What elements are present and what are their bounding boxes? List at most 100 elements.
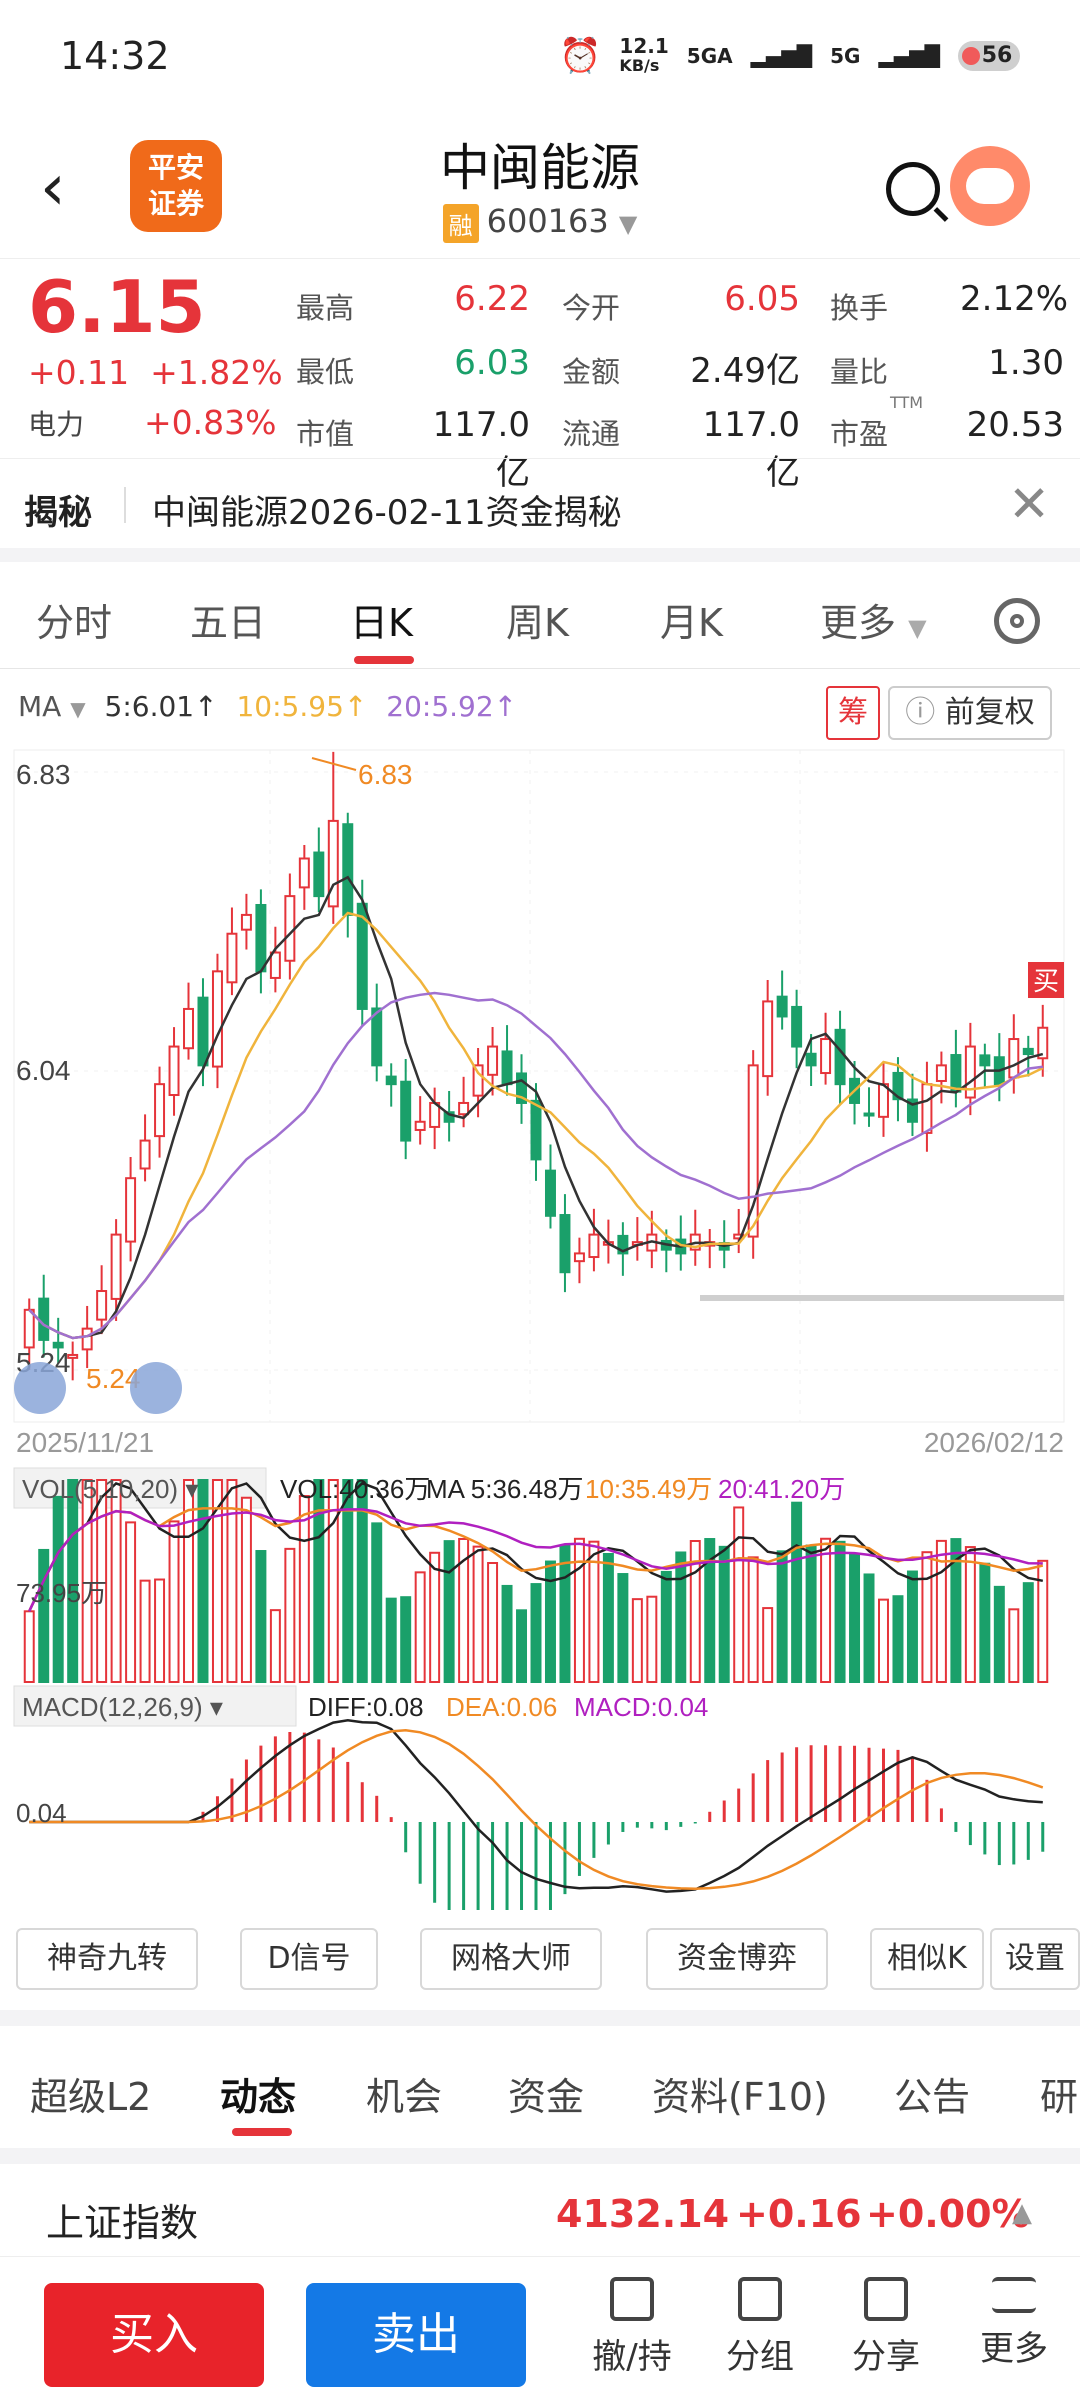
candle-body	[385, 1075, 397, 1086]
volume-bar	[501, 1584, 513, 1684]
tab-intraday[interactable]: 分时	[36, 601, 113, 645]
undo-icon	[610, 2277, 654, 2321]
candle-body	[979, 1054, 991, 1067]
volume-bar	[660, 1570, 672, 1684]
candle-body	[1008, 1038, 1020, 1079]
ma10-line	[28, 911, 1044, 1340]
volume-bar	[704, 1538, 716, 1684]
candle-body	[284, 895, 296, 962]
quote-value: 6.22	[454, 279, 530, 319]
volume-bar	[631, 1598, 643, 1684]
volume-bar	[820, 1537, 832, 1683]
tab-monthly-k[interactable]: 月K	[660, 601, 723, 645]
search-icon[interactable]	[886, 162, 940, 216]
vol-legend-vol: VOL:40.36万	[280, 1474, 430, 1504]
tab-opportunity[interactable]: 机会	[366, 2075, 443, 2119]
grid-master-button[interactable]: 网格大师	[420, 1928, 602, 1990]
volume-bar	[400, 1596, 412, 1684]
volume-bar	[487, 1562, 499, 1684]
status-time: 14:32	[60, 34, 170, 78]
quote-label: 今开	[562, 291, 621, 325]
vol-axis-label: 73.95万	[16, 1578, 107, 1608]
tab-funds[interactable]: 资金	[508, 2075, 585, 2119]
index-bar[interactable]: 上证指数 4132.14 +0.16 +0.00% ▲	[0, 2148, 1080, 2270]
volume-bar	[718, 1545, 730, 1683]
ma-legend[interactable]: MA ▼ 5:6.01↑ 10:5.95↑ 20:5.92↑	[18, 690, 518, 723]
cancel-hold-button[interactable]: 撤/持	[582, 2277, 682, 2378]
gear-icon[interactable]	[994, 598, 1040, 644]
price-axis-high: 6.83	[16, 759, 71, 790]
sell-button[interactable]: 卖出	[306, 2283, 526, 2387]
kline-chart[interactable]: 6.836.045.246.835.24买2025/11/212026/02/1…	[0, 740, 1080, 1910]
caret-up-icon[interactable]: ▲	[1012, 2198, 1032, 2228]
close-icon[interactable]: ✕	[1008, 475, 1050, 533]
tab-more[interactable]: 更多 ▼	[820, 601, 927, 645]
candle-body	[617, 1234, 629, 1255]
tab-daily-k[interactable]: 日K	[350, 601, 413, 645]
date-start: 2025/11/21	[16, 1427, 154, 1458]
nine-turn-button[interactable]: 神奇九转	[16, 1928, 198, 1990]
more-button[interactable]: 更多	[964, 2277, 1064, 2370]
volume-bar	[993, 1585, 1005, 1683]
tab-announcements[interactable]: 公告	[894, 2075, 971, 2119]
adjust-mode-button[interactable]: ⓘ 前复权	[888, 686, 1052, 740]
candle-body	[342, 823, 354, 916]
back-arrow-icon[interactable]: ‹	[40, 151, 66, 225]
index-name: 上证指数	[46, 2201, 199, 2245]
tab-weekly-k[interactable]: 周K	[506, 601, 569, 645]
index-change: +0.16	[736, 2192, 862, 2236]
banner-text[interactable]: 中闽能源2026-02-11资金揭秘	[152, 493, 622, 533]
reveal-banner[interactable]: 揭秘 中闽能源2026-02-11资金揭秘 ✕	[0, 458, 1080, 549]
volume-bar	[689, 1540, 701, 1683]
volume-bar	[906, 1570, 918, 1683]
sector-change[interactable]: 电力 +0.83%	[28, 403, 277, 442]
signal-icon: ▂▄▆█	[750, 44, 813, 68]
chip-distribution-button[interactable]: 筹	[826, 686, 880, 740]
candle-body	[573, 1252, 585, 1263]
active-section-underline	[232, 2128, 292, 2136]
quote-value: 20.53	[966, 405, 1064, 445]
macd-diff-line	[29, 1719, 1043, 1893]
assistant-avatar[interactable]	[950, 146, 1030, 226]
share-button[interactable]: 分享	[836, 2277, 936, 2378]
buy-button[interactable]: 买入	[44, 2283, 264, 2387]
volume-bar	[197, 1479, 209, 1683]
volume-bar	[791, 1501, 803, 1683]
status-icons: ⏰ 12.1 KB/s 5GA ▂▄▆█ 5G ▂▄▆█ 56	[559, 36, 1020, 76]
quote-label: 量比	[830, 355, 889, 389]
d-signal-button[interactable]: D信号	[240, 1928, 378, 1990]
quote-value: 2.49亿	[690, 351, 800, 391]
fund-game-button[interactable]: 资金博弈	[646, 1928, 828, 1990]
net-speed: 12.1 KB/s	[619, 34, 669, 75]
volume-bar	[342, 1479, 354, 1683]
tab-news[interactable]: 动态	[220, 2075, 297, 2119]
similar-k-button[interactable]: 相似K	[870, 1928, 984, 1990]
stock-code-row[interactable]: 融 600163 ▼	[0, 202, 1080, 243]
tab-five-day[interactable]: 五日	[190, 601, 267, 645]
volume-bar	[1022, 1582, 1034, 1684]
banner-divider	[124, 487, 126, 523]
menu-icon	[992, 2277, 1036, 2313]
tab-research[interactable]: 研	[1040, 2075, 1079, 2119]
quote-value: 6.05	[724, 279, 800, 319]
settings-button[interactable]: 设置	[990, 1928, 1080, 1990]
banner-label: 揭秘	[24, 493, 92, 533]
candle-body	[125, 1177, 137, 1243]
candle-body	[516, 1072, 528, 1104]
volume-bar	[211, 1479, 223, 1683]
tab-level2[interactable]: 超级L2	[30, 2075, 152, 2119]
volume-bar	[530, 1583, 542, 1683]
candle-body	[183, 1007, 194, 1050]
candle-body	[776, 995, 788, 1018]
tab-f10[interactable]: 资料(F10)	[652, 2075, 828, 2119]
quote-panel: 6.15 +0.11 +1.82% 电力 +0.83% 最高 6.22 今开 6.05 换…	[0, 258, 1080, 493]
volume-bar	[602, 1552, 614, 1684]
candle-body	[863, 1112, 875, 1117]
candle-body	[168, 1045, 180, 1097]
volume-bar	[168, 1520, 180, 1683]
broker-logo[interactable]: 平安 证券	[130, 140, 222, 232]
candle-body	[255, 903, 267, 973]
candle-body	[588, 1233, 600, 1259]
quote-label: 市盈	[830, 417, 889, 451]
group-button[interactable]: 分组	[710, 2277, 810, 2378]
